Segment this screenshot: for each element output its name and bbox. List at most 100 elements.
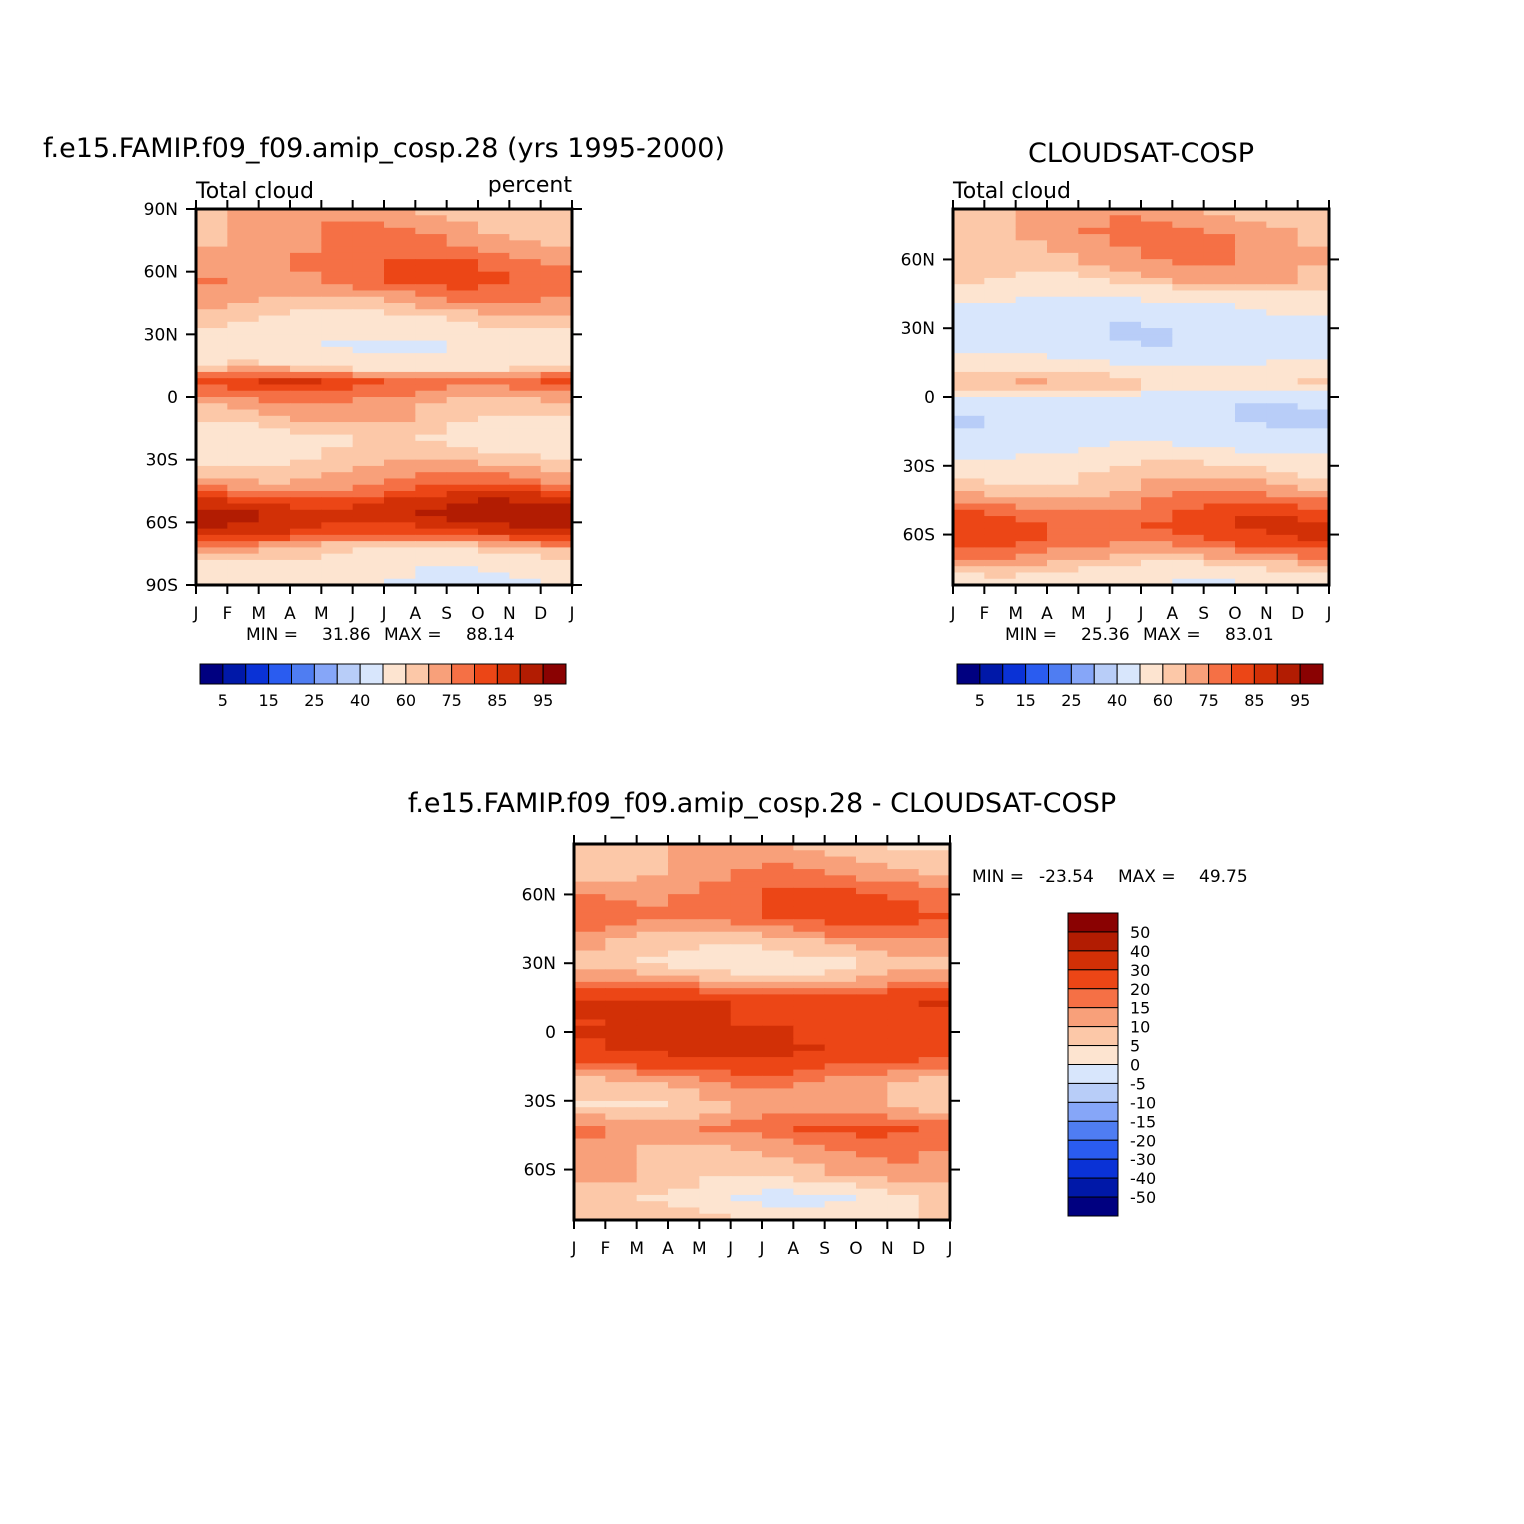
obs-contour-cell — [1235, 522, 1267, 530]
model-contour-cell — [415, 221, 448, 229]
diff-contour-cell — [574, 1006, 606, 1014]
obs-contour-cell — [1109, 215, 1142, 223]
model-contour-cell — [415, 290, 448, 298]
diff-contour-cell — [762, 1082, 794, 1089]
model-contour-cell — [352, 497, 385, 505]
obs-contour-cell — [1015, 265, 1048, 273]
model-contour-cell — [290, 465, 322, 473]
obs-contour-cell — [1203, 209, 1236, 216]
diff-colorbar-label: 0 — [1130, 1056, 1140, 1075]
model-contour-cell — [258, 365, 291, 373]
obs-contour-cell — [1235, 566, 1267, 574]
obs-contour-cell — [1078, 428, 1111, 436]
diff-contour-cell — [856, 906, 888, 914]
obs-colorbar-swatch — [1070, 663, 1095, 685]
obs-contour-cell — [1047, 428, 1079, 436]
obs-contour-cell — [984, 484, 1017, 492]
obs-contour-cell — [1078, 246, 1111, 254]
diff-contour-cell — [887, 1138, 920, 1146]
diff-contour-cell — [918, 1126, 950, 1133]
obs-contour-cell — [1297, 246, 1329, 254]
diff-contour-cell — [793, 1151, 826, 1158]
model-contour-cell — [446, 516, 479, 523]
model-contour-cell — [478, 522, 510, 530]
model-contour-cell — [290, 484, 322, 492]
model-contour-cell — [384, 227, 416, 235]
obs-contour-cell — [1141, 415, 1173, 423]
diff-contour-cell — [699, 1050, 732, 1058]
obs-contour-cell — [953, 559, 985, 567]
model-contour-cell — [258, 353, 291, 360]
obs-contour-cell — [1047, 334, 1079, 342]
diff-contour-cell — [856, 1006, 888, 1014]
diff-contour-cell — [918, 988, 950, 995]
obs-contour-cell — [1141, 516, 1173, 523]
obs-contour-cell — [1172, 277, 1205, 285]
obs-contour-cell — [1141, 503, 1173, 511]
obs-contour-cell — [953, 503, 985, 511]
diff-contour-cell — [605, 1057, 638, 1064]
model-contour-cell — [446, 509, 479, 517]
model-contour-cell — [509, 265, 542, 273]
model-contour-cell — [258, 246, 291, 254]
model-contour-cell — [478, 221, 510, 229]
obs-contour-cell — [1141, 459, 1173, 467]
obs-contour-cell — [984, 541, 1017, 548]
model-contour-cell — [352, 359, 385, 367]
model-y-tick-label: 60N — [144, 263, 178, 283]
model-contour-cell — [446, 315, 479, 323]
diff-contour-cell — [887, 988, 920, 995]
diff-colorbar-swatch — [1067, 1139, 1119, 1160]
diff-contour-cell — [699, 1151, 732, 1158]
obs-contour-cell — [1203, 371, 1236, 379]
obs-contour-cell — [1047, 359, 1079, 367]
obs-contour-cell — [984, 528, 1017, 536]
diff-y-tick-label: 0 — [545, 1023, 556, 1043]
obs-contour-cell — [984, 227, 1017, 235]
diff-contour-cell — [574, 938, 606, 945]
model-contour-cell — [352, 434, 385, 442]
model-contour-cell — [227, 472, 260, 480]
diff-contour-cell — [668, 887, 700, 895]
model-contour-cell — [290, 277, 322, 285]
model-contour-cell — [258, 240, 291, 248]
diff-contour-cell — [699, 1088, 732, 1096]
model-contour-cell — [321, 259, 354, 266]
obs-contour-cell — [1109, 403, 1142, 411]
diff-contour-cell — [856, 1207, 888, 1215]
obs-contour-cell — [1266, 340, 1299, 348]
model-contour-cell — [321, 365, 354, 373]
diff-contour-cell — [668, 1038, 700, 1046]
model-contour-cell — [290, 566, 322, 574]
diff-contour-cell — [574, 969, 606, 977]
model-colorbar-swatch — [222, 663, 247, 685]
obs-contour-cell — [1109, 328, 1142, 335]
diff-contour-cell — [887, 1213, 920, 1220]
model-contour-cell — [415, 315, 448, 323]
model-contour-cell — [446, 403, 479, 411]
diff-contour-cell — [574, 1119, 606, 1127]
diff-contour-cell — [918, 1138, 950, 1146]
obs-contour-cell — [1172, 541, 1205, 548]
obs-contour-cell — [1047, 265, 1079, 273]
diff-contour-cell — [699, 1075, 732, 1083]
obs-contour-cell — [1141, 215, 1173, 223]
diff-contour-cell — [636, 1006, 669, 1014]
model-contour-cell — [196, 353, 228, 360]
diff-contour-cell — [605, 994, 638, 1002]
diff-contour-cell — [762, 1113, 794, 1121]
obs-contour-cell — [1297, 296, 1329, 304]
obs-contour-cell — [1078, 440, 1111, 448]
obs-contour-cell — [1047, 384, 1079, 392]
obs-contour-cell — [1141, 234, 1173, 241]
model-contour-cell — [321, 484, 354, 492]
obs-contour-cell — [1141, 284, 1173, 292]
obs-contour-cell — [1078, 397, 1111, 404]
obs-x-tick-label: A — [1167, 604, 1179, 624]
diff-contour-cell — [699, 1019, 732, 1027]
model-contour-cell — [415, 277, 448, 285]
model-contour-cell — [196, 541, 228, 548]
model-contour-cell — [509, 459, 542, 467]
obs-contour-cell — [953, 434, 985, 442]
diff-contour-cell — [574, 1194, 606, 1202]
